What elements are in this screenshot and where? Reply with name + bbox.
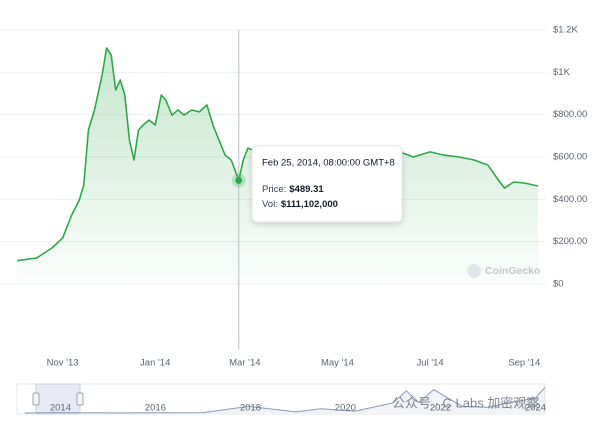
y-tick-label: $400.00 <box>553 194 587 205</box>
watermark: 公众号 · C Labs 加密观察 <box>392 395 539 410</box>
x-tick-label: Jan '14 <box>140 358 170 369</box>
y-tick-label: $200.00 <box>553 236 587 247</box>
navigator-tick-label: 2020 <box>335 403 356 414</box>
watermark: CoinGecko <box>485 265 540 277</box>
navigator-handle[interactable] <box>32 392 40 406</box>
navigator-selection[interactable] <box>35 383 81 415</box>
tooltip-row: Vol: $111,102,000 <box>262 199 338 210</box>
y-tick-label: $800.00 <box>553 109 587 120</box>
tooltip-label: Price: <box>262 184 286 195</box>
x-tick-label: Jul '14 <box>417 358 444 369</box>
x-tick-label: Mar '14 <box>229 358 260 369</box>
x-tick-label: Sep '14 <box>508 358 540 369</box>
tooltip-value: $111,102,000 <box>281 199 338 210</box>
navigator-tick-label: 2018 <box>240 403 261 414</box>
navigator-tick-label: 2022 <box>430 403 451 414</box>
navigator[interactable]: 2014 2016 2018 2020 2022 2024 <box>16 383 546 415</box>
tooltip-group: Feb 25, 2014, 08:00:00 GMT+8 Price: $489.3… <box>231 30 403 350</box>
navigator-tick-label: 2014 <box>50 403 71 414</box>
x-tick-label: Nov '13 <box>47 358 79 369</box>
tooltip-row: Price: $489.31 <box>262 184 324 195</box>
price-line <box>24 387 546 414</box>
y-tick-label: $0 <box>553 279 564 290</box>
area <box>24 387 545 413</box>
y-tick-label: $600.00 <box>553 152 587 163</box>
navigator-frame <box>16 383 546 415</box>
watermark-group: CoinGecko <box>467 264 540 278</box>
tooltip-value: $489.31 <box>289 184 324 195</box>
price-line <box>16 47 539 262</box>
hover-point <box>235 176 243 184</box>
tooltip-box <box>251 145 403 223</box>
tooltip-date: Feb 25, 2014, 08:00:00 GMT+8 <box>262 158 395 169</box>
logo <box>467 264 481 278</box>
y-tick-label: $1.2K <box>553 25 578 36</box>
y-tick-label: $1K <box>553 67 571 78</box>
navigator-tick-label: 2016 <box>145 403 166 414</box>
x-tick-label: May '14 <box>321 358 354 369</box>
area <box>17 48 538 284</box>
navigator-handle[interactable] <box>76 392 84 406</box>
navigator-tick-label: 2024 <box>525 403 546 414</box>
tooltip-label: Vol: <box>262 199 278 210</box>
